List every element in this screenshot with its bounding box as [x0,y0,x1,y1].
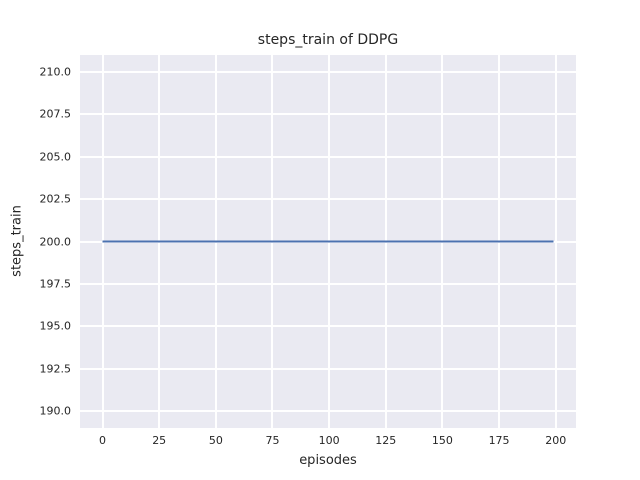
y-tick-label: 210.0 [39,65,72,79]
plot-area [80,55,576,428]
gridline-horizontal [80,155,576,158]
gridline-horizontal [80,325,576,328]
y-tick-label: 197.5 [39,277,72,291]
gridline-horizontal [80,367,576,370]
y-tick-label: 205.0 [39,150,72,164]
gridline-horizontal [80,282,576,285]
x-tick-label: 125 [375,434,397,447]
x-tick-label: 75 [265,434,280,447]
x-tick-label: 50 [208,434,223,447]
chart-title: steps_train of DDPG [257,32,399,48]
gridline-horizontal [80,70,576,73]
x-tick-label: 25 [152,434,167,447]
gridline-horizontal [80,113,576,116]
gridline-horizontal [80,410,576,413]
y-tick-label: 200.0 [39,235,72,248]
x-tick-label: 100 [318,434,340,447]
x-tick-label: 200 [545,434,567,447]
y-tick-label: 192.5 [39,362,72,376]
x-tick-label: 175 [488,434,510,447]
y-tick-label: 202.5 [39,192,72,206]
x-tick-label: 150 [431,434,453,447]
y-tick-label: 195.0 [39,319,72,333]
y-tick-label: 190.0 [39,404,72,418]
data-line [102,240,554,243]
x-axis-label: episodes [299,453,357,468]
y-tick-label: 207.5 [39,107,72,121]
gridline-horizontal [80,198,576,201]
x-tick-label: 0 [99,434,107,447]
